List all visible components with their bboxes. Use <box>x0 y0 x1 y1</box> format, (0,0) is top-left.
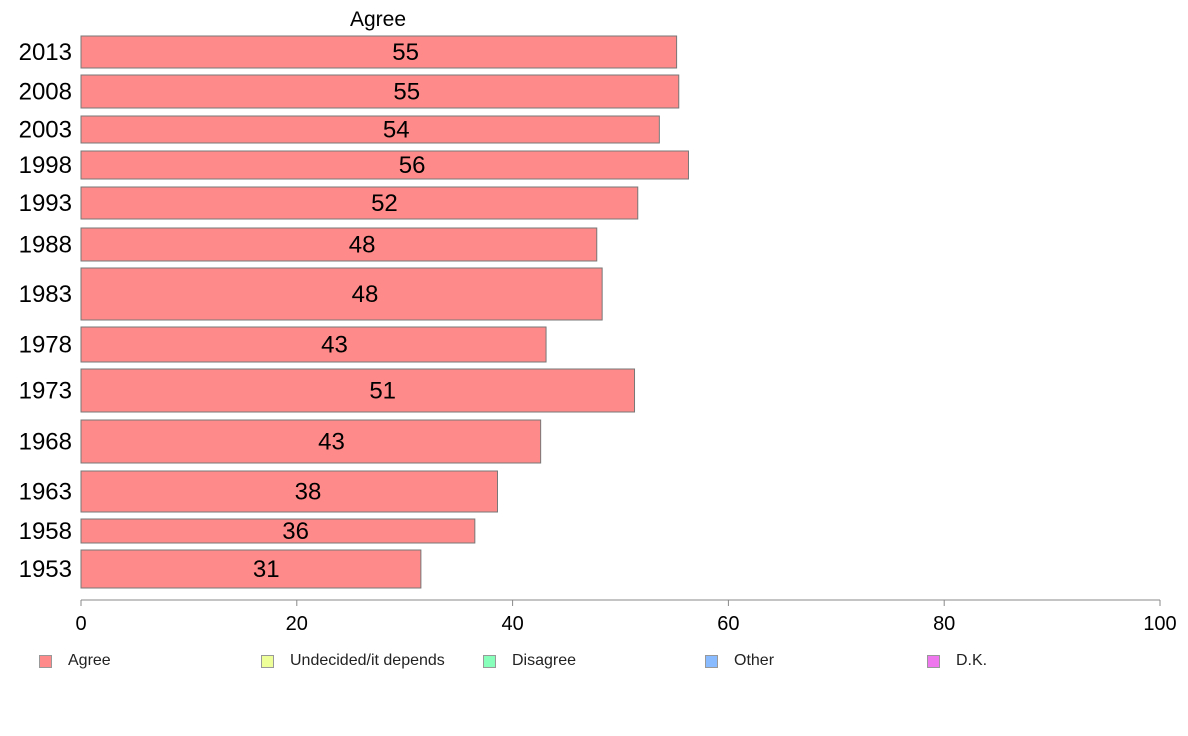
legend-swatch <box>483 654 496 668</box>
legend-swatch <box>705 654 718 668</box>
y-tick-label: 1968 <box>19 429 72 456</box>
legend-item-disagree: Disagree <box>483 652 576 670</box>
bar-2013 <box>80 35 678 69</box>
x-tick-label: 100 <box>1143 613 1176 635</box>
x-tick-label: 20 <box>286 613 308 635</box>
legend-item-dk: D.K. <box>927 652 987 670</box>
bar-1998 <box>80 150 689 180</box>
y-tick-label: 1978 <box>19 332 72 359</box>
y-tick-label: 1973 <box>19 378 72 405</box>
legend: Agree Undecided/it depends Disagree Othe… <box>0 652 1188 676</box>
bar-1978 <box>80 326 547 363</box>
y-tick-label: 1993 <box>19 190 72 217</box>
legend-swatch <box>927 654 940 668</box>
legend-swatch <box>39 654 52 668</box>
bar-1993 <box>80 186 639 220</box>
x-axis: 0 20 40 60 80 100 <box>75 599 1177 635</box>
x-tick-label: 0 <box>75 613 86 635</box>
legend-item-agree: Agree <box>39 652 111 670</box>
bars-group: 2013 55 2008 55 2003 54 1998 56 1993 52 1988 48 1983… <box>19 35 689 589</box>
data-label: 55 <box>393 79 420 106</box>
data-label: 56 <box>399 152 426 179</box>
bar-2008 <box>80 74 680 109</box>
data-label: 48 <box>352 281 379 308</box>
y-tick-label: 1998 <box>19 152 72 179</box>
legend-label: Other <box>734 652 775 669</box>
bar-1958 <box>80 518 476 544</box>
data-label: 36 <box>282 518 309 545</box>
legend-label: D.K. <box>956 652 988 669</box>
data-label: 54 <box>383 117 410 144</box>
legend-item-other: Other <box>705 652 774 670</box>
data-label: 55 <box>392 39 419 66</box>
y-tick-label: 1953 <box>19 556 72 583</box>
data-label: 43 <box>318 429 345 456</box>
bar-1963 <box>80 470 498 513</box>
bar-1973 <box>80 368 636 413</box>
x-tick-label: 80 <box>933 613 955 635</box>
legend-label: Undecided/it depends <box>290 652 445 669</box>
y-tick-label: 1983 <box>19 281 72 308</box>
column-title: Agree <box>350 8 406 31</box>
data-label: 52 <box>371 190 398 217</box>
data-label: 51 <box>369 378 396 405</box>
data-label: 31 <box>253 556 280 583</box>
y-tick-label: 1958 <box>19 518 72 545</box>
x-tick-label: 60 <box>717 613 739 635</box>
x-tick-label: 40 <box>501 613 523 635</box>
bar-2003 <box>80 115 660 144</box>
data-label: 38 <box>295 479 322 506</box>
data-label: 43 <box>321 332 348 359</box>
legend-label: Agree <box>68 652 111 669</box>
bar-1968 <box>80 419 542 464</box>
y-tick-label: 1963 <box>19 479 72 506</box>
y-tick-label: 2008 <box>19 79 72 106</box>
y-tick-label: 2013 <box>19 39 72 66</box>
y-tick-label: 2003 <box>19 117 72 144</box>
legend-item-undecided: Undecided/it depends <box>261 652 445 670</box>
legend-label: Disagree <box>512 652 577 669</box>
data-label: 48 <box>349 232 376 259</box>
y-tick-label: 1988 <box>19 232 72 259</box>
bar-1953 <box>80 549 422 589</box>
bar-1983 <box>80 267 603 321</box>
legend-swatch <box>261 654 274 668</box>
bar-1988 <box>80 227 598 262</box>
